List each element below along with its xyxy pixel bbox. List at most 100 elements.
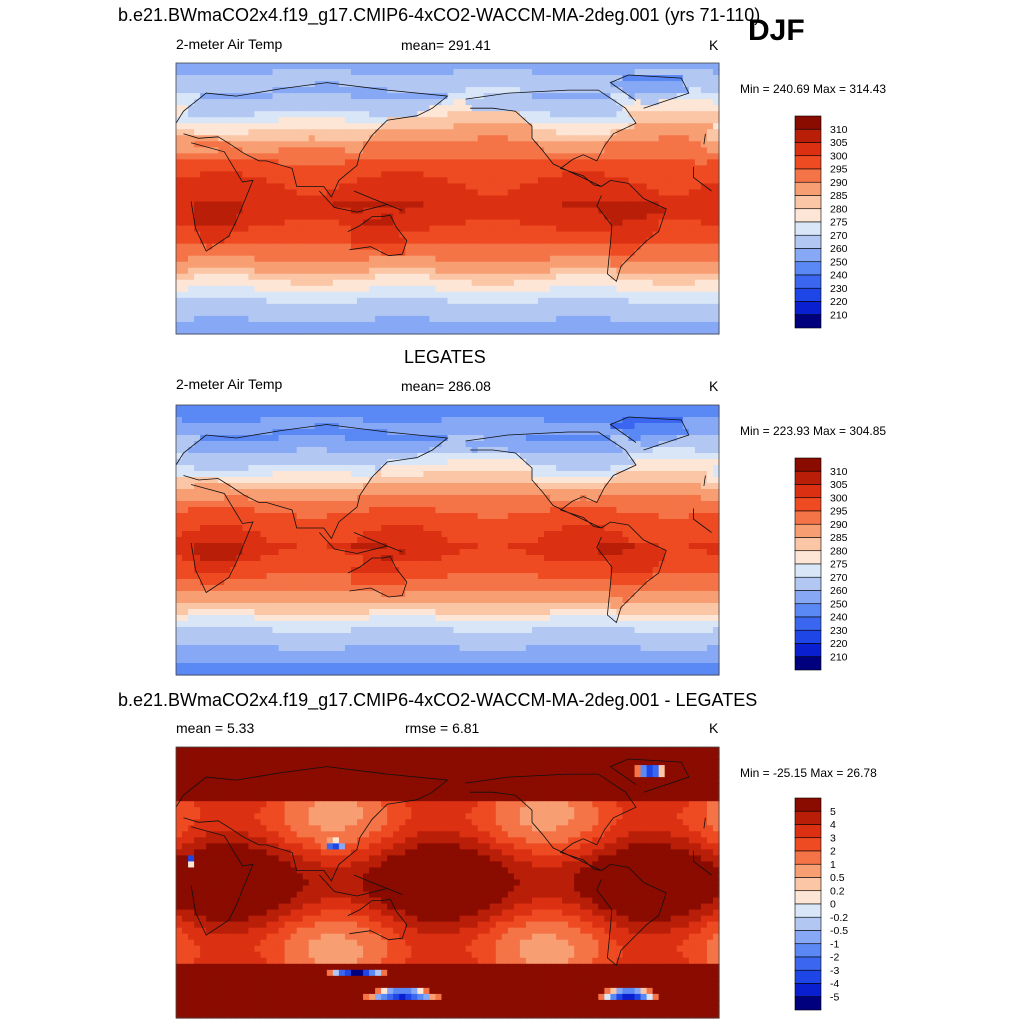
map-cell: [350, 243, 358, 251]
map-cell: [646, 285, 654, 293]
map-cell: [586, 315, 593, 323]
map-cell: [212, 417, 219, 424]
map-cell: [477, 315, 485, 323]
map-cell: [712, 453, 720, 460]
map-cell: [381, 207, 388, 215]
map-cell: [682, 195, 690, 203]
map-cell: [417, 189, 424, 197]
map-cell: [712, 279, 720, 287]
map-cell: [550, 315, 557, 323]
map-cell: [664, 435, 672, 442]
map-cell: [465, 69, 473, 76]
map-cell: [640, 237, 648, 245]
map-cell: [550, 303, 557, 311]
map-cell: [411, 279, 418, 287]
map-cell: [375, 435, 382, 442]
map-cell: [260, 267, 268, 275]
map-cell: [369, 243, 376, 251]
map-cell: [224, 423, 231, 430]
map-cell: [688, 141, 696, 148]
map-cell: [254, 141, 262, 148]
map-cell: [230, 153, 237, 160]
map-cell: [290, 93, 298, 100]
map-cell: [489, 441, 497, 448]
map-cell: [284, 321, 292, 329]
map-cell: [682, 249, 690, 257]
map-cell: [447, 243, 455, 251]
map-cell: [326, 435, 334, 442]
map-cell: [435, 171, 443, 179]
map-cell: [314, 447, 322, 454]
map-cell: [314, 279, 322, 287]
map-cell: [694, 249, 702, 257]
map-cell: [501, 453, 509, 460]
map-cell: [338, 123, 346, 130]
map-cell: [622, 123, 630, 130]
map-cell: [513, 165, 521, 172]
map-cell: [694, 165, 702, 172]
map-cell: [344, 279, 352, 287]
map-cell: [314, 417, 322, 424]
map-cell: [399, 405, 406, 412]
map-cell: [634, 177, 642, 185]
map-cell: [314, 315, 322, 323]
map-cell: [176, 63, 183, 70]
map-cell: [411, 225, 418, 233]
map-cell: [700, 207, 708, 215]
map-cell: [646, 93, 654, 100]
map-cell: [188, 99, 195, 106]
map-cell: [640, 159, 648, 166]
map-cell: [429, 279, 437, 287]
map-cell: [272, 219, 280, 227]
map-cell: [519, 93, 527, 100]
panel1-mean-label: mean= 291.41: [401, 37, 491, 53]
map-cell: [375, 135, 382, 142]
map-cell: [182, 81, 189, 88]
map-cell: [369, 417, 376, 424]
map-cell: [501, 411, 509, 418]
map-cell: [519, 249, 527, 257]
map-cell: [616, 291, 624, 299]
map-cell: [363, 165, 370, 172]
map-cell: [700, 75, 708, 82]
map-cell: [519, 405, 527, 412]
map-cell: [616, 447, 624, 454]
map-cell: [308, 75, 316, 82]
map-cell: [664, 183, 672, 191]
map-cell: [332, 129, 340, 136]
map-cell: [610, 411, 618, 418]
map-cell: [447, 429, 455, 436]
map-cell: [525, 453, 533, 460]
map-cell: [495, 273, 503, 281]
map-cell: [574, 285, 581, 293]
map-cell: [562, 135, 569, 142]
map-cell: [272, 123, 280, 130]
map-cell: [320, 153, 328, 160]
map-cell: [471, 429, 479, 436]
map-cell: [712, 183, 720, 191]
map-cell: [254, 231, 262, 239]
map-cell: [688, 135, 696, 142]
map-cell: [489, 87, 497, 94]
map-cell: [369, 183, 376, 191]
map-cell: [586, 417, 593, 424]
map-cell: [176, 459, 183, 466]
map-cell: [236, 111, 243, 118]
map-cell: [387, 219, 394, 227]
map-cell: [682, 147, 690, 154]
map-cell: [531, 405, 539, 412]
map-cell: [513, 291, 521, 299]
map-cell: [712, 297, 720, 305]
map-cell: [538, 219, 545, 227]
map-cell: [326, 405, 334, 412]
map-cell: [417, 117, 424, 124]
map-cell: [562, 141, 569, 148]
map-cell: [248, 279, 256, 287]
map-cell: [302, 201, 310, 209]
map-cell: [447, 315, 455, 323]
map-cell: [628, 309, 636, 317]
map-cell: [670, 195, 678, 203]
map-cell: [513, 117, 521, 124]
map-cell: [357, 81, 364, 88]
map-cell: [441, 63, 449, 70]
